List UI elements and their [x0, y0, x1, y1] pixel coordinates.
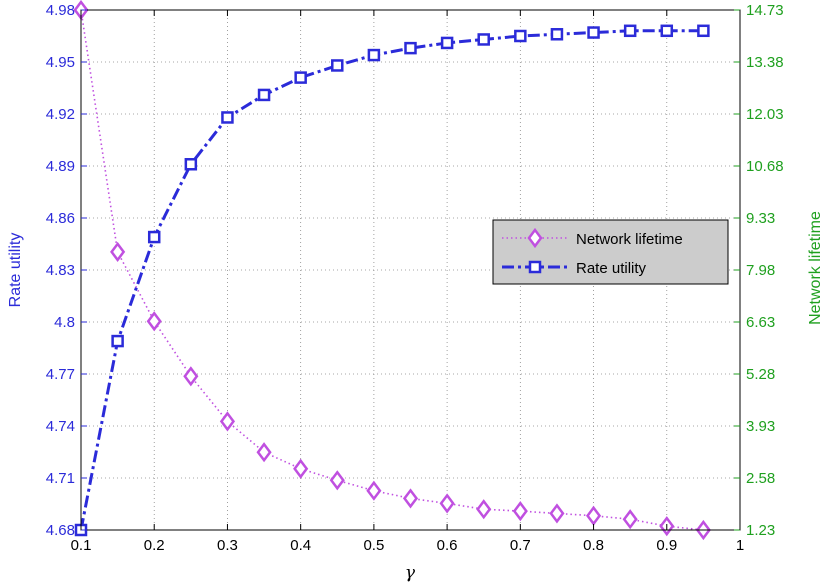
- legend-label-lifetime: Network lifetime: [576, 231, 683, 248]
- y-tick-label-right: 13.38: [746, 54, 784, 71]
- left-ticks: 4.68 4.71 4.74 4.77 4.8 4.83 4.86 4.89 4.92 4.95 4…: [46, 2, 87, 539]
- right-ticks: 1.23 2.58 3.93 5.28 6.63 7.98 9.33 10.68 12.03 13…: [734, 2, 784, 539]
- legend-label-rate: Rate utility: [576, 260, 647, 277]
- x-tick-label: 0.7: [510, 537, 531, 554]
- data-point-rate-utility: [294, 71, 307, 84]
- data-point-network-lifetime: [219, 411, 236, 432]
- x-tick-label: 0.8: [583, 537, 604, 554]
- y-tick-label-left: 4.89: [46, 158, 75, 175]
- data-point-rate-utility: [660, 24, 674, 38]
- data-point-rate-utility: [587, 26, 600, 39]
- x-axis-label: γ: [405, 563, 416, 583]
- data-point-network-lifetime: [476, 499, 492, 520]
- y-tick-label-left: 4.86: [46, 210, 75, 227]
- legend-marker-rate: [528, 260, 542, 274]
- legend-box: [492, 219, 729, 285]
- y-tick-label-right: 9.33: [746, 210, 775, 227]
- x-tick-label: 0.4: [290, 537, 311, 554]
- x-ticks: 0.1 0.2 0.3 0.4 0.5 0.6 0.7 0.8 0.9 1: [71, 10, 744, 554]
- data-point-network-lifetime: [256, 442, 272, 463]
- data-point-network-lifetime: [585, 505, 602, 526]
- y-tick-label-right: 10.68: [746, 158, 784, 175]
- y-tick-label-left: 4.95: [46, 54, 75, 71]
- x-tick-label: 0.3: [217, 537, 238, 554]
- data-point-network-lifetime: [110, 241, 126, 262]
- legend: Network lifetime Rate utility: [492, 219, 729, 285]
- series-line-network-lifetime: [80, 9, 704, 531]
- data-point-rate-utility: [404, 41, 417, 55]
- data-point-rate-utility: [367, 48, 381, 62]
- y-axis-label-right: Network lifetime: [807, 211, 824, 325]
- data-point-rate-utility: [221, 111, 234, 124]
- y-tick-label-left: 4.83: [46, 262, 75, 279]
- x-tick-label: 0.1: [71, 537, 92, 554]
- data-point-rate-utility: [440, 36, 454, 50]
- data-point-network-lifetime: [329, 470, 345, 491]
- x-tick-label: 0.9: [656, 537, 677, 554]
- data-point-rate-utility: [111, 334, 124, 348]
- data-point-rate-utility: [550, 28, 564, 41]
- x-tick-label: 1: [736, 537, 744, 554]
- data-point-rate-utility: [331, 59, 344, 72]
- y-tick-label-left: 4.92: [46, 106, 75, 123]
- y-tick-label-right: 3.93: [746, 418, 775, 435]
- data-point-rate-utility: [514, 29, 527, 43]
- legend-marker-lifetime: [527, 227, 543, 249]
- y-tick-label-left: 4.8: [54, 314, 75, 331]
- data-point-network-lifetime: [293, 458, 309, 479]
- data-point-network-lifetime: [183, 366, 199, 387]
- y-tick-label-right: 14.73: [746, 2, 784, 19]
- y-tick-label-right: 2.58: [746, 470, 775, 487]
- data-point-rate-utility: [623, 24, 637, 38]
- y-tick-label-left: 4.74: [46, 418, 75, 435]
- y-tick-label-left: 4.68: [46, 522, 75, 539]
- data-point-network-lifetime: [549, 503, 565, 524]
- y-tick-label-right: 5.28: [746, 366, 775, 383]
- y-tick-label-right: 7.98: [746, 262, 775, 279]
- y-tick-label-right: 1.23: [746, 522, 775, 539]
- data-point-network-lifetime: [622, 509, 638, 530]
- data-point-rate-utility: [697, 24, 710, 38]
- data-point-rate-utility: [147, 230, 161, 244]
- data-point-network-lifetime: [366, 480, 382, 501]
- data-point-rate-utility: [477, 33, 490, 46]
- x-tick-label: 0.2: [144, 537, 165, 554]
- y-tick-label-left: 4.71: [46, 470, 75, 487]
- data-point-network-lifetime: [402, 488, 419, 509]
- y-tick-label-left: 4.98: [46, 2, 75, 19]
- y-tick-label-right: 12.03: [746, 106, 784, 123]
- data-point-network-lifetime: [512, 501, 528, 522]
- data-point-network-lifetime: [146, 311, 162, 332]
- x-tick-label: 0.6: [437, 537, 458, 554]
- data-point-network-lifetime: [439, 493, 455, 514]
- y-axis-label-left: Rate utility: [7, 233, 24, 308]
- x-tick-label: 0.5: [363, 537, 384, 554]
- y-tick-label-left: 4.77: [46, 366, 75, 383]
- data-point-rate-utility: [184, 158, 198, 171]
- y-tick-label-right: 6.63: [746, 314, 775, 331]
- data-point-rate-utility: [257, 88, 271, 102]
